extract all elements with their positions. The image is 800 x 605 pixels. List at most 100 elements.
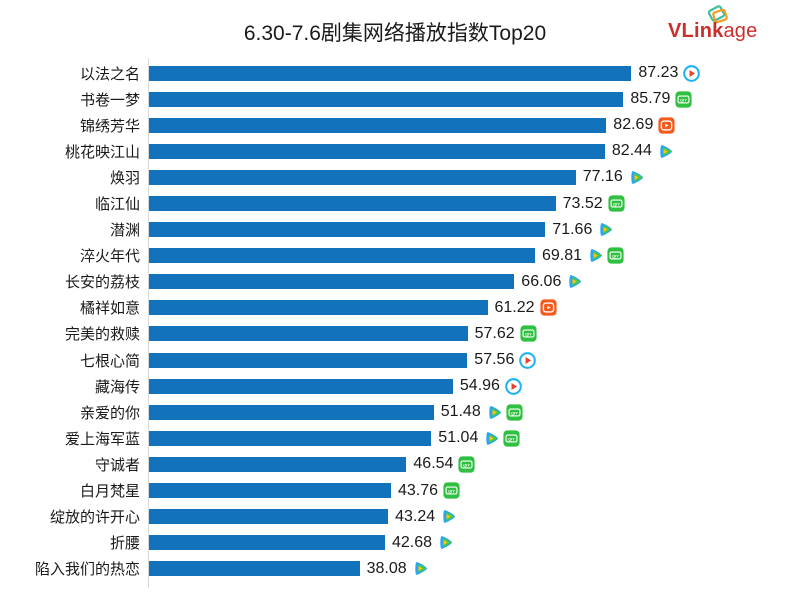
tencent-video-icon <box>443 510 456 523</box>
index-bar <box>149 143 605 159</box>
index-value: 69.81 <box>542 246 583 264</box>
drama-title-label: 临江仙 <box>94 196 140 214</box>
svg-text:QIY: QIY <box>612 254 619 259</box>
index-value: 46.54 <box>413 455 454 473</box>
drama-title-label: 橘祥如意 <box>79 300 140 318</box>
index-bar <box>149 561 360 577</box>
platform-icons <box>657 143 674 160</box>
index-bar <box>149 196 556 212</box>
logo-text-bold: VLink <box>668 20 724 42</box>
tencent-video-icon <box>414 562 427 576</box>
index-value: 57.56 <box>474 351 515 369</box>
index-bar <box>149 378 453 394</box>
index-bar <box>149 509 389 525</box>
index-bar <box>149 65 632 81</box>
index-bar <box>149 117 607 133</box>
platform-icons: QIY <box>458 456 476 473</box>
chart-row: 书卷一梦 85.79 QIY <box>0 86 800 112</box>
index-value: 87.23 <box>638 64 679 82</box>
iqiyi-icon: QIY <box>503 430 520 447</box>
platform-icons <box>566 273 583 290</box>
platform-icons <box>658 117 675 134</box>
vlinkage-logo-text: VLinkage <box>668 20 757 43</box>
bar-track: 61.22 <box>149 299 800 317</box>
tencent-video-icon <box>631 171 643 184</box>
bar-track: 66.06 <box>149 273 800 291</box>
bar-track: 71.66 <box>149 221 800 239</box>
platform-icons <box>440 508 457 525</box>
bar-track: 46.54 QIY <box>149 455 800 473</box>
vlinkage-frames-icon <box>707 5 728 24</box>
index-bar <box>149 91 624 107</box>
drama-title-label: 潜渊 <box>109 222 140 240</box>
drama-title-label: 书卷一梦 <box>79 91 140 109</box>
chart-row: 桃花映江山 82.44 <box>0 138 800 164</box>
drama-title-label: 爱上海军蓝 <box>64 430 140 448</box>
index-value: 38.08 <box>366 559 407 577</box>
chart-row: 以法之名 87.23 <box>0 60 800 86</box>
platform-icons <box>519 351 537 369</box>
index-bar <box>149 430 432 446</box>
youku-icon <box>505 377 522 395</box>
drama-title-label: 桃花映江山 <box>64 143 140 161</box>
index-value: 73.52 <box>562 194 603 212</box>
bar-track: 42.68 <box>149 534 800 552</box>
platform-icons: QIY <box>520 325 537 343</box>
svg-text:QIY: QIY <box>525 332 532 337</box>
platform-icons <box>505 377 522 395</box>
mango-tv-icon <box>539 299 557 316</box>
index-value: 85.79 <box>630 90 671 108</box>
chart-row: 橘祥如意 61.22 <box>0 295 800 321</box>
platform-icons <box>412 560 429 577</box>
index-value: 57.62 <box>474 324 515 342</box>
svg-text:QIY: QIY <box>464 462 471 467</box>
chart-rows: 以法之名 87.23 书卷一梦 85.79 QIY 锦绣芳华 82.69 桃花映江山 82… <box>0 60 800 582</box>
logo-text-light: age <box>723 20 758 42</box>
index-bar <box>149 248 535 264</box>
svg-text:QIY: QIY <box>448 488 455 493</box>
chart-row: 完美的救赎 57.62 QIY <box>0 321 800 347</box>
index-bar <box>149 274 515 290</box>
index-bar <box>149 483 391 499</box>
chart-row: 白月梵星 43.76 QIY <box>0 478 800 504</box>
youku-icon <box>519 351 537 369</box>
platform-icons: QIY <box>443 482 460 499</box>
chart-row: 折腰 42.68 <box>0 530 800 556</box>
index-value: 77.16 <box>582 168 623 186</box>
platform-icons: QIY <box>486 404 523 421</box>
bar-track: 51.04 QIY <box>149 429 800 447</box>
index-value: 71.66 <box>552 220 593 238</box>
drama-title-label: 陷入我们的热恋 <box>34 561 140 579</box>
index-value: 66.06 <box>521 272 562 290</box>
bar-track: 43.24 <box>149 508 800 526</box>
tencent-video-icon <box>569 275 582 289</box>
tencent-video-icon <box>489 405 501 419</box>
bar-track: 82.69 <box>149 116 800 134</box>
bar-track: 51.48 QIY <box>149 403 800 421</box>
drama-title-label: 藏海传 <box>94 378 140 396</box>
bar-track: 57.62 QIY <box>149 325 800 343</box>
platform-icons <box>539 299 557 316</box>
drama-title-label: 白月梵星 <box>79 483 140 501</box>
youku-icon <box>683 64 701 82</box>
index-value: 51.48 <box>440 403 481 421</box>
chart-row: 陷入我们的热恋 38.08 <box>0 556 800 582</box>
index-bar <box>149 300 488 316</box>
platform-icons <box>437 534 454 551</box>
drama-title-label: 长安的荔枝 <box>64 274 140 292</box>
platform-icons <box>683 64 701 82</box>
tencent-video-icon <box>486 432 499 445</box>
platform-icons: QIY <box>483 430 520 447</box>
drama-title-label: 折腰 <box>109 535 140 553</box>
platform-icons: QIY <box>587 247 624 264</box>
iqiyi-icon: QIY <box>506 404 523 421</box>
bar-track: 57.56 <box>149 351 800 369</box>
index-value: 51.04 <box>438 429 479 447</box>
drama-title-label: 锦绣芳华 <box>79 117 140 135</box>
tencent-video-icon <box>600 223 613 236</box>
bar-track: 54.96 <box>149 377 800 395</box>
chart-row: 焕羽 77.16 <box>0 164 800 190</box>
bar-track: 85.79 QIY <box>149 90 800 108</box>
bar-track: 73.52 QIY <box>149 195 800 213</box>
